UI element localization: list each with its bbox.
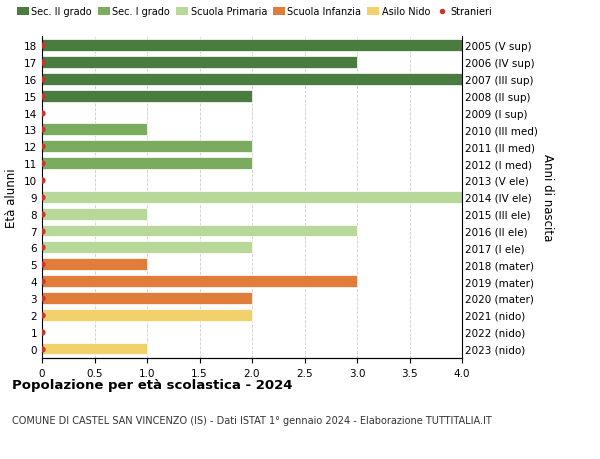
Bar — [42, 309, 252, 321]
Bar — [42, 90, 252, 102]
Bar — [42, 259, 147, 270]
Bar — [42, 158, 252, 170]
Bar — [42, 40, 462, 52]
Bar — [42, 141, 252, 153]
Bar — [42, 225, 357, 237]
Y-axis label: Anni di nascita: Anni di nascita — [541, 154, 554, 241]
Bar — [42, 208, 147, 220]
Bar — [42, 74, 462, 85]
Y-axis label: Età alunni: Età alunni — [5, 168, 19, 227]
Text: Popolazione per età scolastica - 2024: Popolazione per età scolastica - 2024 — [12, 379, 293, 392]
Bar — [42, 191, 462, 203]
Bar — [42, 57, 357, 69]
Bar — [42, 242, 252, 254]
Text: COMUNE DI CASTEL SAN VINCENZO (IS) - Dati ISTAT 1° gennaio 2024 - Elaborazione T: COMUNE DI CASTEL SAN VINCENZO (IS) - Dat… — [12, 415, 492, 425]
Bar — [42, 343, 147, 355]
Legend: Sec. II grado, Sec. I grado, Scuola Primaria, Scuola Infanzia, Asilo Nido, Stran: Sec. II grado, Sec. I grado, Scuola Prim… — [17, 7, 493, 17]
Bar — [42, 292, 252, 304]
Bar — [42, 275, 357, 287]
Bar — [42, 124, 147, 136]
